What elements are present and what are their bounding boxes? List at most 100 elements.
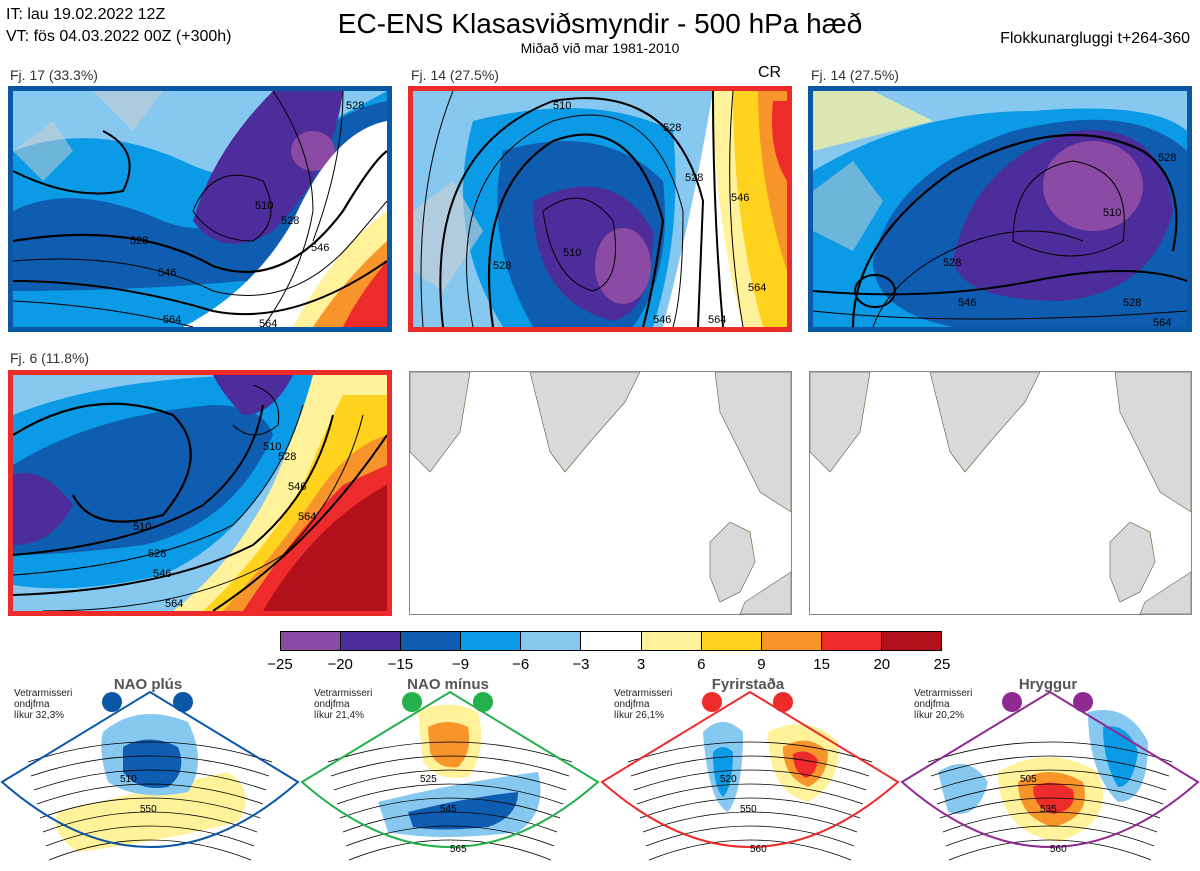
anomaly-region xyxy=(793,751,818,778)
contour-label: 528 xyxy=(130,235,148,247)
height-contour xyxy=(930,755,1170,777)
contour-label: 546 xyxy=(311,242,329,254)
height-contour xyxy=(813,310,1187,320)
land-area xyxy=(709,521,756,603)
regime-info-line: ondjfma xyxy=(614,699,650,710)
height-contour xyxy=(339,797,561,819)
anomaly-region xyxy=(13,473,73,545)
regime-outline xyxy=(300,690,600,848)
anomaly-region xyxy=(213,375,293,415)
colorbar-segment xyxy=(881,632,942,650)
regime-info-line: ondjfma xyxy=(14,699,50,710)
page-subtitle: Miðað við mar 1981-2010 xyxy=(520,40,680,56)
colorbar-label: 20 xyxy=(873,656,891,673)
contour-label: 528 xyxy=(1123,297,1141,309)
regime-panel: 525 545 565 NAO mínus Vetrarmisseri ondjfma lí… xyxy=(300,672,600,867)
height-contour xyxy=(936,783,1164,805)
regime-panel: 510 550 NAO plús Vetrarmisseri ondjfma líkur … xyxy=(0,672,300,867)
height-contour xyxy=(262,91,314,327)
empty-map-2 xyxy=(809,371,1192,615)
anomaly-region xyxy=(263,485,387,611)
colorbar-label: 3 xyxy=(636,656,646,673)
contour-label: 546 xyxy=(958,297,976,309)
colorbar-label: 25 xyxy=(933,656,951,673)
regime-outline xyxy=(600,690,900,848)
height-contour xyxy=(645,825,855,847)
regime-outline xyxy=(0,690,300,848)
colorbar-label: 9 xyxy=(757,656,766,673)
height-contour xyxy=(813,270,1187,296)
regime-contour-label: 535 xyxy=(1040,804,1057,815)
colorbar-label: 15 xyxy=(813,656,830,673)
height-contour xyxy=(48,839,252,861)
land-area xyxy=(410,372,471,473)
regime-title: Hryggur xyxy=(1018,676,1078,693)
height-contour xyxy=(212,434,387,611)
contour-label: 528 xyxy=(346,100,364,112)
regime-info: Vetrarmisseri ondjfma líkur 26,1% xyxy=(614,688,672,721)
height-contour xyxy=(39,797,261,819)
colorbar-segment xyxy=(341,632,402,650)
anomaly-region xyxy=(123,739,182,788)
regime-contour-label: 560 xyxy=(750,844,767,855)
colorbar-segment xyxy=(761,632,822,650)
contour-label: 546 xyxy=(288,481,306,493)
height-contour xyxy=(729,91,744,327)
contour-label: 564 xyxy=(708,314,726,326)
anomaly-region xyxy=(1103,726,1138,787)
regime-info-line: Vetrarmisseri xyxy=(314,688,373,699)
height-contour xyxy=(33,769,267,791)
colorbar-label: −15 xyxy=(387,656,414,673)
height-contour xyxy=(13,150,387,274)
regime-marker xyxy=(773,692,793,712)
regime-marker xyxy=(702,692,722,712)
regime-marker xyxy=(102,692,122,712)
cluster-3-map: 528 546 510 528 528 564 xyxy=(808,86,1192,332)
regime-info-line: líkur 32,3% xyxy=(14,710,65,721)
height-contour xyxy=(13,404,304,576)
cluster-2-map: 510 528 510 528 546 564 528 546 564 xyxy=(408,86,792,332)
height-contour xyxy=(642,811,858,833)
height-contour xyxy=(851,133,1178,327)
land-area xyxy=(929,372,1041,473)
height-contour xyxy=(854,274,896,308)
initial-time: IT: lau 19.02.2022 12Z xyxy=(6,6,166,23)
contour-label: 528 xyxy=(278,451,296,463)
height-contour xyxy=(542,197,616,292)
height-contour xyxy=(13,200,387,296)
colorbar-label: −25 xyxy=(267,656,293,673)
colorbar-segment xyxy=(821,632,882,650)
cluster-1-map: 528 546 564 564 528 546 510 528 xyxy=(8,86,392,332)
regime-contour-label: 525 xyxy=(420,774,437,785)
anomaly-region xyxy=(193,91,343,244)
height-contour xyxy=(13,260,387,316)
height-contour xyxy=(712,91,724,327)
land-area xyxy=(714,372,791,513)
forecast-info: IT: lau 19.02.2022 12Z VT: fös 04.03.202… xyxy=(6,4,231,48)
regime-info-line: líkur 26,1% xyxy=(614,710,665,721)
height-contour xyxy=(439,97,705,327)
cluster-4-label: Fj. 6 (11.8%) xyxy=(10,350,90,366)
land-area xyxy=(1109,521,1156,603)
height-contour xyxy=(232,384,280,436)
colorbar-segment xyxy=(701,632,762,650)
regime-info: Vetrarmisseri ondjfma líkur 21,4% xyxy=(314,688,372,721)
land-area xyxy=(813,161,883,251)
contour-label: 510 xyxy=(563,247,581,259)
height-contour xyxy=(330,755,570,777)
height-contour xyxy=(942,811,1158,833)
contour-label: 546 xyxy=(153,568,171,580)
anomaly-core xyxy=(595,228,651,304)
height-contour xyxy=(627,741,873,763)
regime-marker xyxy=(402,692,422,712)
colorbar-segment xyxy=(521,632,582,650)
regime-info: Vetrarmisseri ondjfma líkur 32,3% xyxy=(14,688,72,721)
cluster-2-label: Fj. 14 (27.5%) xyxy=(411,67,499,83)
height-contour xyxy=(1012,160,1125,257)
height-contour xyxy=(13,404,264,556)
height-contour xyxy=(30,755,270,777)
height-contour xyxy=(933,769,1167,791)
contour-label: 528 xyxy=(685,172,703,184)
land-area xyxy=(529,372,641,473)
contour-label: 546 xyxy=(158,267,176,279)
